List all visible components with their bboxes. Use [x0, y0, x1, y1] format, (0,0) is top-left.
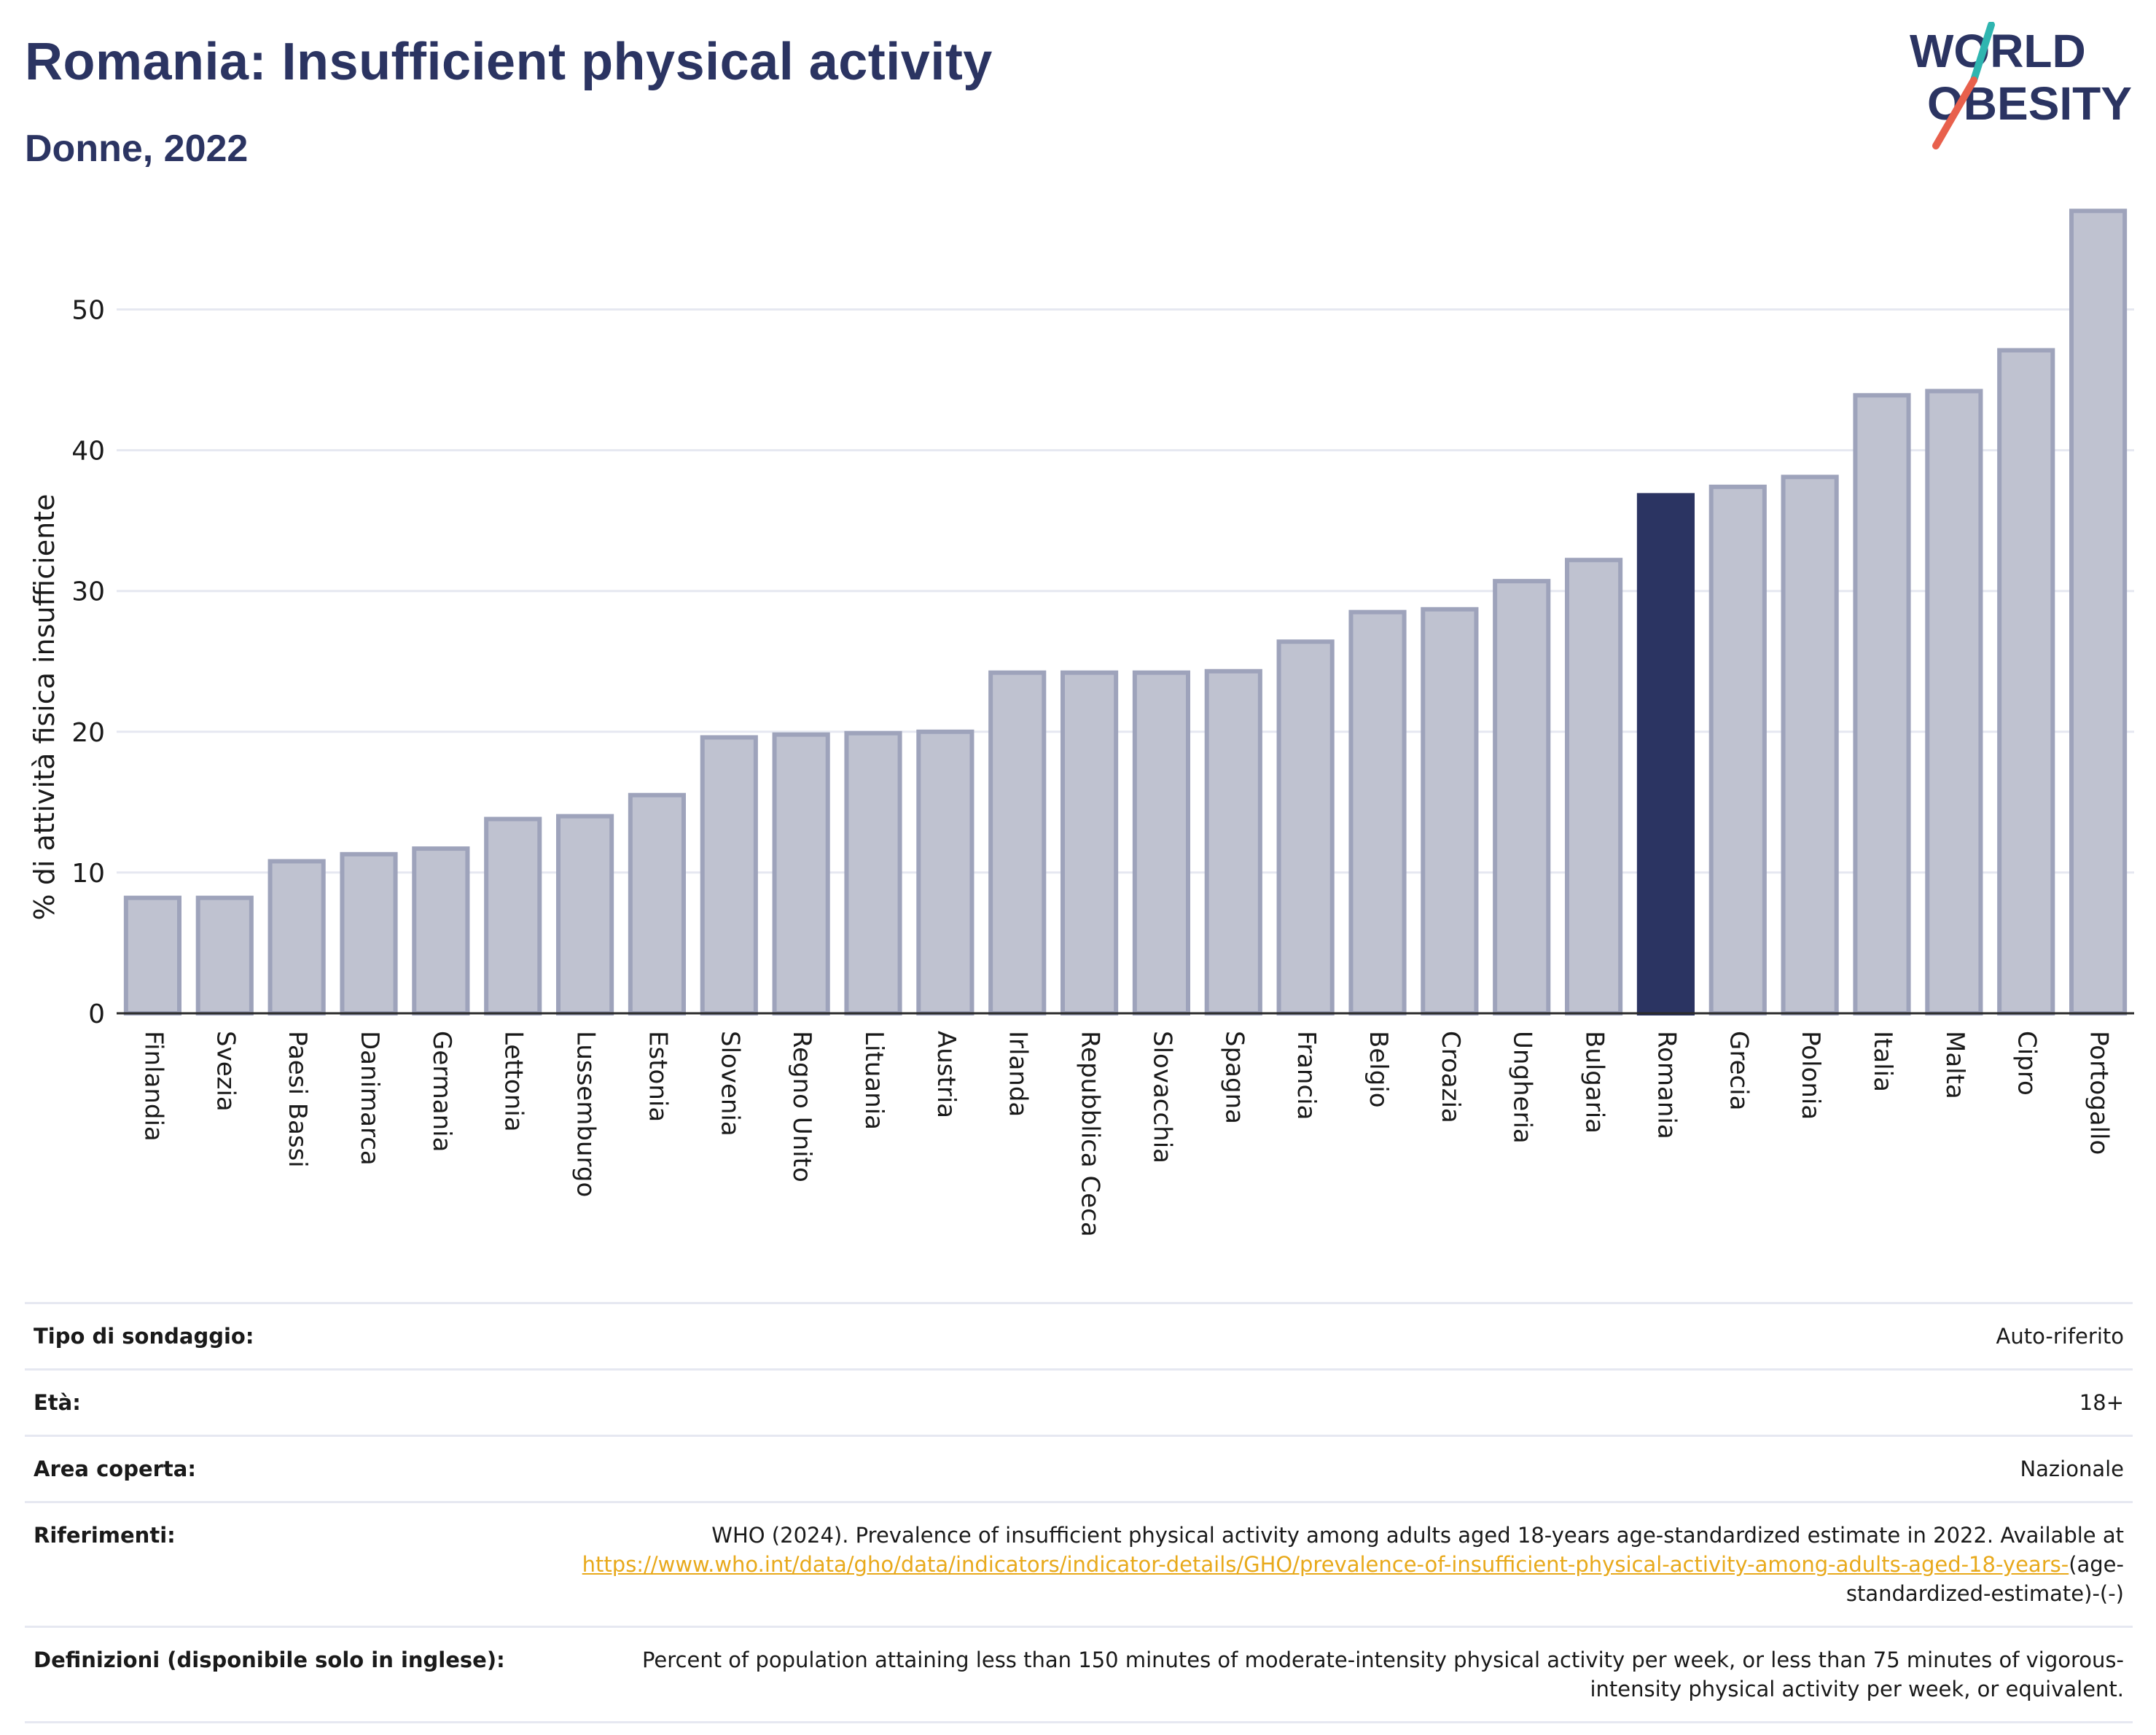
logo-slash-coral	[1932, 77, 1977, 149]
x-tick-label: Slovacchia	[1147, 1031, 1176, 1163]
x-tick-label: Svezia	[211, 1031, 240, 1112]
x-tick-label: Grecia	[1724, 1031, 1753, 1110]
bar	[1132, 670, 1191, 1015]
x-tick-label: Portogallo	[2085, 1031, 2114, 1155]
x-tick-label: Croazia	[1436, 1031, 1465, 1123]
references-suffix: (age-standardized-estimate)-(-)	[1846, 1552, 2124, 1606]
info-value: Auto-riferito	[1996, 1324, 2124, 1349]
bars	[123, 208, 2128, 1016]
info-value: Nazionale	[2020, 1457, 2124, 1481]
x-tick-label: Danimarca	[355, 1031, 384, 1166]
x-tick-label: Finlandia	[138, 1031, 168, 1142]
logo-slash-teal	[1970, 22, 1995, 84]
info-label: Riferimenti:	[34, 1523, 176, 1548]
bar	[1781, 475, 1839, 1015]
info-value: 18+	[2079, 1390, 2124, 1415]
bar	[1421, 607, 1479, 1015]
x-tick-label: Polonia	[1796, 1031, 1825, 1120]
info-row-survey-type: Tipo di sondaggio: Auto-riferito	[25, 1303, 2133, 1370]
info-row-definitions: Definizioni (disponibile solo in inglese…	[25, 1626, 2133, 1723]
x-tick-label: Paesi Bassi	[283, 1031, 312, 1168]
world-obesity-logo: WORLD OBESITY	[1910, 22, 2132, 149]
bar	[700, 735, 758, 1015]
x-tick-label: Lituania	[859, 1031, 888, 1130]
x-tick-label: Irlanda	[1004, 1031, 1033, 1117]
references-link[interactable]: https://www.who.int/data/gho/data/indica…	[582, 1552, 2069, 1577]
x-tick-label: Romania	[1652, 1031, 1681, 1139]
bar	[412, 846, 470, 1015]
x-tick-label: Francia	[1292, 1031, 1321, 1120]
x-tick-label: Spagna	[1219, 1031, 1249, 1124]
references-cell: WHO (2024). Prevalence of insufficient p…	[552, 1502, 2133, 1627]
x-tick-labels: Finlandia Svezia Paesi Bassi Danimarca Germa…	[138, 1031, 2113, 1237]
x-tick-label: Germania	[427, 1031, 456, 1152]
x-tick-label: Regno Unito	[787, 1031, 816, 1182]
logo-line1: WORLD	[1910, 25, 2086, 77]
page-title: Romania: Insufficient physical activity	[25, 33, 993, 91]
x-tick-label: Cipro	[2012, 1031, 2042, 1096]
bar	[195, 895, 254, 1015]
x-tick-label: Repubblica Ceca	[1076, 1031, 1105, 1237]
x-tick-label: Lussemburgo	[571, 1031, 601, 1197]
bar	[555, 814, 614, 1015]
bar	[772, 732, 830, 1015]
page-subtitle: Donne, 2022	[25, 128, 249, 170]
info-row-area: Area coperta: Nazionale	[25, 1435, 2133, 1502]
info-label: Area coperta:	[34, 1457, 196, 1481]
y-tick-label: 30	[71, 577, 105, 607]
y-tick-label: 0	[88, 999, 105, 1029]
info-row-age: Età: 18+	[25, 1369, 2133, 1436]
bar	[2069, 208, 2128, 1016]
y-tick-label: 20	[71, 718, 105, 748]
bar	[1348, 609, 1407, 1015]
bar	[628, 792, 687, 1015]
bar	[484, 816, 542, 1015]
bar	[123, 895, 182, 1015]
bar-highlight	[1636, 493, 1695, 1015]
x-tick-label: Malta	[1940, 1031, 1969, 1099]
y-tick-labels: 0 10 20 30 40 50	[71, 295, 105, 1029]
bar	[1204, 668, 1262, 1015]
references-text: WHO (2024). Prevalence of insufficient p…	[711, 1523, 2124, 1548]
x-tick-label: Estonia	[643, 1031, 672, 1122]
bar	[340, 851, 398, 1015]
info-label: Definizioni (disponibile solo in inglese…	[34, 1648, 505, 1672]
y-tick-label: 50	[71, 295, 105, 325]
y-tick-label: 10	[71, 859, 105, 889]
info-label: Tipo di sondaggio:	[34, 1324, 254, 1349]
bar	[1564, 558, 1623, 1015]
y-tick-label: 40	[71, 437, 105, 467]
bar	[1060, 670, 1119, 1015]
info-table: Tipo di sondaggio: Auto-riferito Età: 18…	[25, 1302, 2133, 1723]
y-axis-label: % di attività fisica insufficiente	[28, 494, 60, 921]
bar	[1925, 389, 1983, 1015]
bar	[988, 670, 1047, 1015]
bar	[1493, 579, 1551, 1015]
x-tick-label: Ungheria	[1508, 1031, 1537, 1144]
info-label: Età:	[34, 1390, 81, 1415]
bar	[1708, 484, 1767, 1015]
x-tick-label: Bulgaria	[1580, 1031, 1609, 1134]
bar	[1853, 393, 1911, 1015]
bar	[267, 859, 326, 1016]
bar	[1997, 348, 2055, 1015]
definitions-text: Percent of population attaining less tha…	[641, 1648, 2124, 1701]
bar	[916, 729, 975, 1015]
x-tick-label: Belgio	[1364, 1031, 1393, 1108]
x-tick-label: Italia	[1868, 1031, 1897, 1092]
bar	[844, 730, 902, 1015]
x-tick-label: Slovenia	[715, 1031, 744, 1136]
bar-chart: 0 10 20 30 40 50 Finlandia Svezia Paesi Bassi Da…	[28, 208, 2134, 1237]
bar	[1276, 639, 1335, 1015]
info-row-references: Riferimenti: WHO (2024). Prevalence of i…	[25, 1502, 2133, 1627]
x-tick-label: Austria	[931, 1031, 961, 1118]
x-tick-label: Lettonia	[499, 1031, 528, 1132]
